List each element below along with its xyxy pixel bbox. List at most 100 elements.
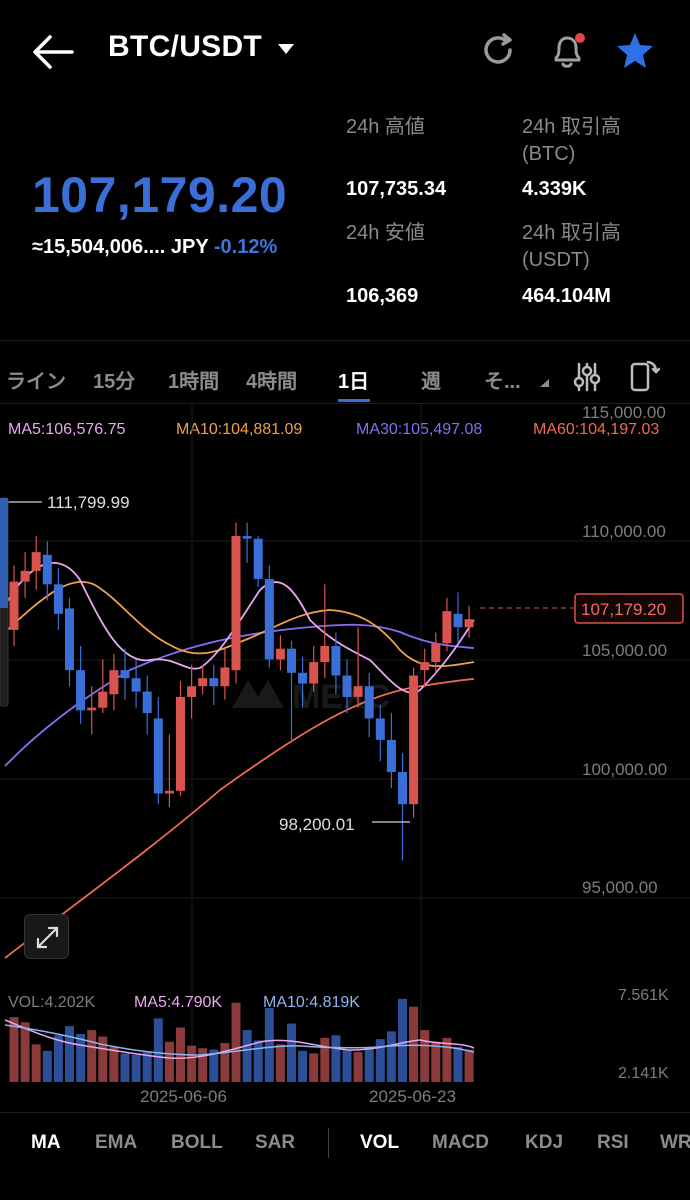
candle-body [42, 554, 52, 585]
volume-bars [9, 998, 474, 1082]
expand-chart-button[interactable] [24, 914, 69, 959]
vol-y-top: 7.561K [618, 987, 669, 1004]
vol-usdt-label: 24h 取引高 (USDT) [522, 220, 621, 274]
volume-bar [431, 1041, 441, 1082]
volume-bar [398, 998, 407, 1082]
current-price-tag: 107,179.20 [581, 600, 666, 619]
candle-body [353, 686, 363, 697]
candle-body [431, 643, 441, 663]
volume-bar [231, 1002, 241, 1082]
volume-bar [9, 1017, 19, 1082]
arrow-left-icon [33, 35, 74, 69]
tab-week[interactable]: 週 [421, 371, 441, 393]
volume-bar [420, 1030, 430, 1082]
y-tick: 95,000.00 [582, 878, 658, 897]
candle-body [209, 678, 219, 687]
candle-body [253, 538, 263, 579]
volume-bar [320, 1037, 330, 1082]
last-price: 107,179.20 [32, 167, 288, 223]
indicator-vol[interactable]: VOL [360, 1132, 400, 1153]
indicator-boll[interactable]: BOLL [171, 1132, 223, 1153]
ma10-line [4, 580, 475, 668]
tab-15m[interactable]: 15分 [93, 371, 136, 393]
low-label: 24h 安値 [346, 222, 425, 244]
candle-body [120, 670, 130, 679]
volume-bar [87, 1030, 97, 1082]
candle-body [65, 608, 74, 671]
divider [0, 340, 690, 341]
volume-chart[interactable]: VOL:4.202K MA5:4.790K MA10:4.819K 7.561K… [0, 985, 690, 1110]
caret-down-icon[interactable] [538, 378, 550, 388]
divider [0, 403, 690, 404]
expand-icon [36, 926, 59, 949]
volume-bar [386, 1031, 396, 1082]
indicator-rsi[interactable]: RSI [597, 1132, 629, 1153]
volume-bar [342, 1049, 352, 1082]
indicator-ema[interactable]: EMA [95, 1132, 138, 1153]
indicator-wr[interactable]: WR [660, 1132, 690, 1153]
tab-1d[interactable]: 1日 [338, 371, 370, 393]
indicator-macd[interactable]: MACD [432, 1132, 489, 1153]
volume-bar [164, 1041, 174, 1082]
volume-bar [53, 1035, 63, 1082]
volume-bar [131, 1054, 141, 1082]
candle-body [20, 570, 30, 582]
candle-body [364, 686, 374, 719]
indicator-kdj[interactable]: KDJ [525, 1132, 564, 1153]
indicator-settings-button[interactable] [572, 360, 602, 394]
volume-bar [120, 1053, 130, 1082]
vol-ma5-legend: MA5:4.790K [134, 994, 222, 1011]
volume-bar [275, 1044, 285, 1082]
volume-bar [153, 1018, 163, 1082]
volume-bar [453, 1046, 463, 1082]
vol-ma5-line [4, 1019, 475, 1060]
price-chart[interactable]: MEXC 115,000.00 110,000.00 105,000.00 10… [0, 400, 690, 1000]
back-button[interactable] [30, 32, 76, 72]
candles [9, 522, 474, 861]
candle-body [87, 707, 97, 711]
y-tick: 105,000.00 [582, 641, 667, 660]
volume-bar [98, 1036, 108, 1082]
volume-bar [287, 1023, 296, 1082]
candle-body [453, 613, 463, 628]
vol-usdt-label-line1: 24h 取引高 [522, 222, 621, 244]
bell-icon [554, 33, 585, 68]
high-label: 24h 高値 [346, 116, 425, 138]
volume-bar [309, 1053, 319, 1082]
volume-bar [109, 1046, 119, 1082]
candle-body [220, 667, 230, 687]
candle-body [231, 536, 241, 671]
candle-body [9, 581, 19, 630]
favorite-button[interactable] [614, 30, 656, 72]
chevron-down-icon[interactable] [278, 44, 294, 54]
x-date: 2025-06-06 [140, 1087, 227, 1106]
refresh-button[interactable] [478, 30, 518, 70]
volume-bar [331, 1035, 341, 1082]
candle-body [142, 691, 152, 714]
vol-btc-label-line2: (BTC) [522, 143, 576, 165]
volume-bar [409, 1006, 419, 1082]
vol-usdt-value: 464.104M [522, 285, 611, 307]
candle-body [420, 662, 430, 671]
candle-body [409, 675, 419, 805]
tab-1h[interactable]: 1時間 [168, 371, 220, 393]
high-value: 107,735.34 [346, 178, 447, 200]
candle-body [198, 678, 208, 687]
x-date: 2025-06-23 [369, 1087, 456, 1106]
tab-more[interactable]: そ... [484, 371, 521, 393]
pair-title[interactable]: BTC/USDT [108, 30, 263, 63]
vol-btc-label: 24h 取引高 (BTC) [522, 114, 621, 168]
candle-body [342, 675, 352, 697]
rotate-screen-button[interactable] [626, 358, 661, 394]
vol-btc-label-line1: 24h 取引高 [522, 116, 621, 138]
high-marker: 111,799.99 [47, 493, 130, 512]
indicator-sar[interactable]: SAR [255, 1132, 296, 1153]
candle-body [287, 648, 296, 673]
alert-button[interactable] [548, 28, 590, 72]
candle-body [442, 611, 452, 644]
tab-line[interactable]: ライン [6, 371, 66, 393]
volume-bar [364, 1046, 374, 1082]
tab-4h[interactable]: 4時間 [246, 371, 298, 393]
indicator-ma[interactable]: MA [31, 1132, 61, 1153]
divider [0, 1112, 690, 1113]
